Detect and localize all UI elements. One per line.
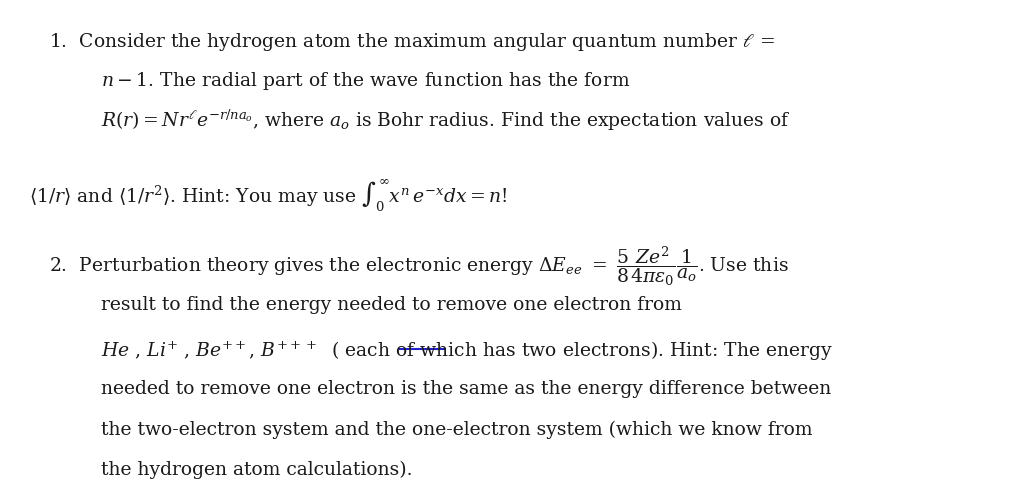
Text: the hydrogen atom calculations).: the hydrogen atom calculations). xyxy=(101,460,412,478)
Text: result to find the energy needed to remove one electron from: result to find the energy needed to remo… xyxy=(101,295,682,313)
Text: $He$ , $Li^{+}$ , $Be^{++}$, $B^{+++}$  ( each of which has two electrons). Hint: $He$ , $Li^{+}$ , $Be^{++}$, $B^{+++}$ (… xyxy=(101,338,833,362)
Text: needed to remove one electron is the same as the energy difference between: needed to remove one electron is the sam… xyxy=(101,379,831,397)
Text: the two-electron system and the one-electron system (which we know from: the two-electron system and the one-elec… xyxy=(101,420,813,438)
Text: 2.  Perturbation theory gives the electronic energy $\Delta E_{ee}$ $=$ $\dfrac{: 2. Perturbation theory gives the electro… xyxy=(49,245,789,289)
Text: 1.  Consider the hydrogen atom the maximum angular quantum number $\ell$ =: 1. Consider the hydrogen atom the maximu… xyxy=(49,31,776,53)
Text: $R(r) = Nr^{\ell}e^{-r/na_o}$, where $a_o$ is Bohr radius. Find the expectation : $R(r) = Nr^{\ell}e^{-r/na_o}$, where $a_… xyxy=(101,108,791,133)
Text: $n - 1$. The radial part of the wave function has the form: $n - 1$. The radial part of the wave fun… xyxy=(101,70,630,92)
Text: $\langle 1/r \rangle$ and $\langle 1/r^2 \rangle$. Hint: You may use $\int_0^{\i: $\langle 1/r \rangle$ and $\langle 1/r^2… xyxy=(29,175,507,212)
